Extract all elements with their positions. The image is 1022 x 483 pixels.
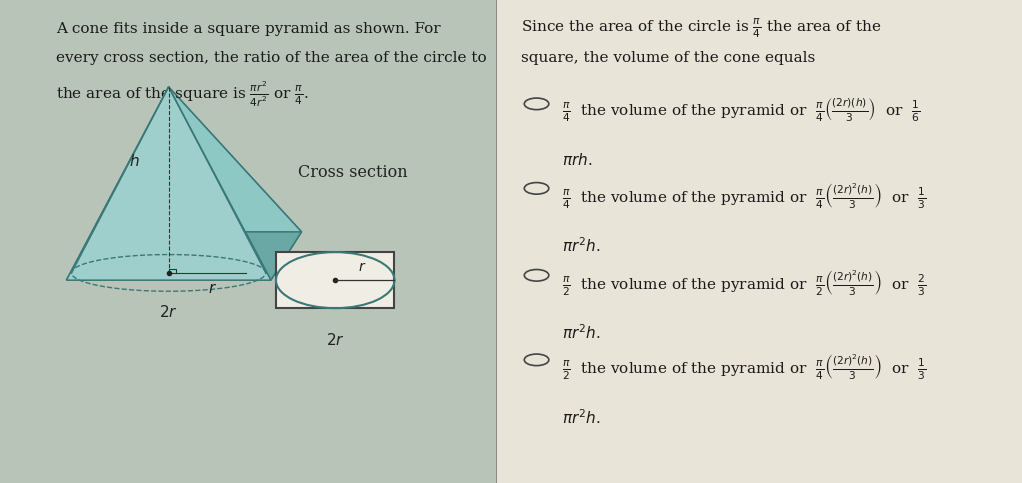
Text: $\frac{\pi}{2}$  the volume of the pyramid or  $\frac{\pi}{4}\left(\frac{(2r)^2(: $\frac{\pi}{2}$ the volume of the pyrami… [562, 353, 927, 382]
Polygon shape [66, 87, 169, 280]
Text: $\frac{\pi}{4}$  the volume of the pyramid or  $\frac{\pi}{4}\left(\frac{(2r)(h): $\frac{\pi}{4}$ the volume of the pyrami… [562, 97, 921, 124]
Text: Cross section: Cross section [297, 164, 408, 181]
Text: $2r$: $2r$ [326, 332, 344, 348]
Text: $\frac{\pi}{2}$  the volume of the pyramid or  $\frac{\pi}{2}\left(\frac{(2r)^2(: $\frac{\pi}{2}$ the volume of the pyrami… [562, 268, 927, 298]
Polygon shape [97, 87, 301, 232]
Bar [0, 0, 496, 483]
Bar [276, 252, 394, 308]
Text: $r$: $r$ [358, 260, 366, 274]
Text: every cross section, the ratio of the area of the circle to: every cross section, the ratio of the ar… [56, 51, 486, 65]
Text: $\frac{\pi}{4}$  the volume of the pyramid or  $\frac{\pi}{4}\left(\frac{(2r)^2(: $\frac{\pi}{4}$ the volume of the pyrami… [562, 181, 927, 211]
Polygon shape [169, 87, 301, 280]
Text: square, the volume of the cone equals: square, the volume of the cone equals [521, 51, 816, 65]
Text: the area of the square is $\frac{\pi r^2}{4r^2}$ or $\frac{\pi}{4}$.: the area of the square is $\frac{\pi r^2… [56, 80, 309, 109]
Text: $h$: $h$ [130, 153, 140, 169]
Text: $\pi r^2h$.: $\pi r^2h$. [562, 324, 601, 342]
Bar [496, 0, 1022, 483]
Text: $2r$: $2r$ [159, 304, 178, 320]
Text: A cone fits inside a square pyramid as shown. For: A cone fits inside a square pyramid as s… [56, 22, 440, 36]
Polygon shape [66, 232, 301, 280]
Text: Since the area of the circle is $\frac{\pi}{4}$ the area of the: Since the area of the circle is $\frac{\… [521, 17, 882, 41]
Text: $\pi r^2h$.: $\pi r^2h$. [562, 237, 601, 256]
Text: $\pi rh$.: $\pi rh$. [562, 152, 593, 168]
Text: $\pi r^2h$.: $\pi r^2h$. [562, 408, 601, 427]
Text: $r$: $r$ [207, 282, 217, 296]
Polygon shape [66, 87, 271, 280]
